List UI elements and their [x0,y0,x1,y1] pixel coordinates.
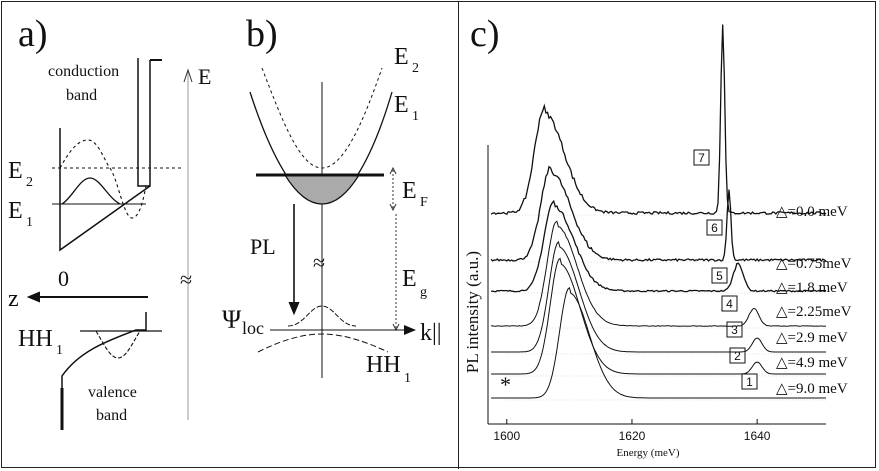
c-series-box-1 [741,373,758,390]
b-EF-sub: F [420,195,428,210]
c-series-number-3: 3 [731,323,738,337]
c-series-line-4 [491,220,827,327]
zero-label: 0 [58,266,69,291]
c-series-delta-5: △=1.8 meV [776,280,848,296]
panel-a-label: a) [18,13,48,55]
b-Eg-sub: g [420,285,427,300]
b-Eg-label: E [402,266,417,292]
c-series-line-5 [490,199,827,293]
c-series-delta-3: △=2.9 meV [776,330,848,346]
panel-c: c) PL intensity (a.u.) Energy (meV) * 16… [463,13,852,459]
c-xlabel: Energy (meV) [616,447,679,459]
c-series-delta-4: △=2.25meV [776,304,852,320]
c-series-box-5 [711,267,728,284]
c-series: 1 △=9.0 meV 2 △=4.9 meV 3 △=2.9 meV 4 △=2.25meV… [490,24,852,401]
c-series-number-4: 4 [726,297,733,311]
c-xtick-label-0: 1600 [493,429,520,443]
valence-label-1: valence [88,384,137,401]
a-E1-label: E [8,198,23,224]
c-xtick-label-2: 1640 [744,429,771,443]
star-marker: * [500,372,511,397]
c-series-number-7: 7 [698,151,705,165]
b-approx: ≈ [313,250,325,275]
c-series-number-1: 1 [746,375,753,389]
c-xtick-label-1: 1620 [619,429,646,443]
conduction-label-2: band [66,87,97,104]
c-series-delta-1: △=9.0 meV [776,381,848,397]
a-approx: ≈ [180,267,192,292]
c-series-line-3 [491,240,826,353]
c-series-line-7 [490,24,827,216]
panel-a: a) conduction band E 2 E 1 E ≈ z 0 HH [8,13,211,430]
k-axis-label: k|| [420,320,442,346]
c-series-number-6: 6 [711,221,718,235]
b-E2-label: E [394,44,409,70]
b-E1-sub: 1 [412,109,419,124]
z-axis-label: z [8,286,19,312]
b-EF-label: E [402,178,417,204]
psi-sub: loc [242,318,264,338]
c-ticks: 1600 1620 1640 [493,419,771,443]
c-series-delta-2: △=4.9 meV [776,355,848,371]
a-HH1-label: HH [18,326,53,352]
conduction-label-1: conduction [48,63,119,80]
panel-c-label: c) [470,13,500,55]
PL-label: PL [250,234,276,259]
c-series-number-5: 5 [716,269,723,283]
c-series-box-6 [706,219,723,236]
a-E-axis-label: E [198,64,211,89]
a-E2-label: E [8,158,23,184]
c-series-delta-7: △=0.0 meV [776,204,848,220]
a-HH1-sub: 1 [56,343,63,358]
a-E2-sub: 2 [26,175,33,190]
panel-divider [458,1,459,469]
c-series-delta-6: △=0.75meV [776,256,852,272]
c-series-line-1 [491,286,826,399]
c-series-box-7 [693,149,710,166]
a-E1-sub: 1 [26,215,33,230]
valence-label-2: band [96,407,127,424]
b-HH1-label: HH [366,352,401,378]
b-E2-sub: 2 [412,61,419,76]
c-series-number-2: 2 [734,349,741,363]
panel-b: b) E 2 E 1 E F E g PL ≈ k|| [222,13,442,386]
c-series-box-4 [721,295,738,312]
c-series-line-2 [491,257,826,375]
b-HH1-sub: 1 [404,371,411,386]
c-ylabel: PL intensity (a.u.) [463,251,482,373]
c-series-line-6 [490,165,827,263]
b-E1-label: E [394,92,409,118]
panel-b-label: b) [246,13,278,55]
psi-label: Ψ [222,305,242,334]
